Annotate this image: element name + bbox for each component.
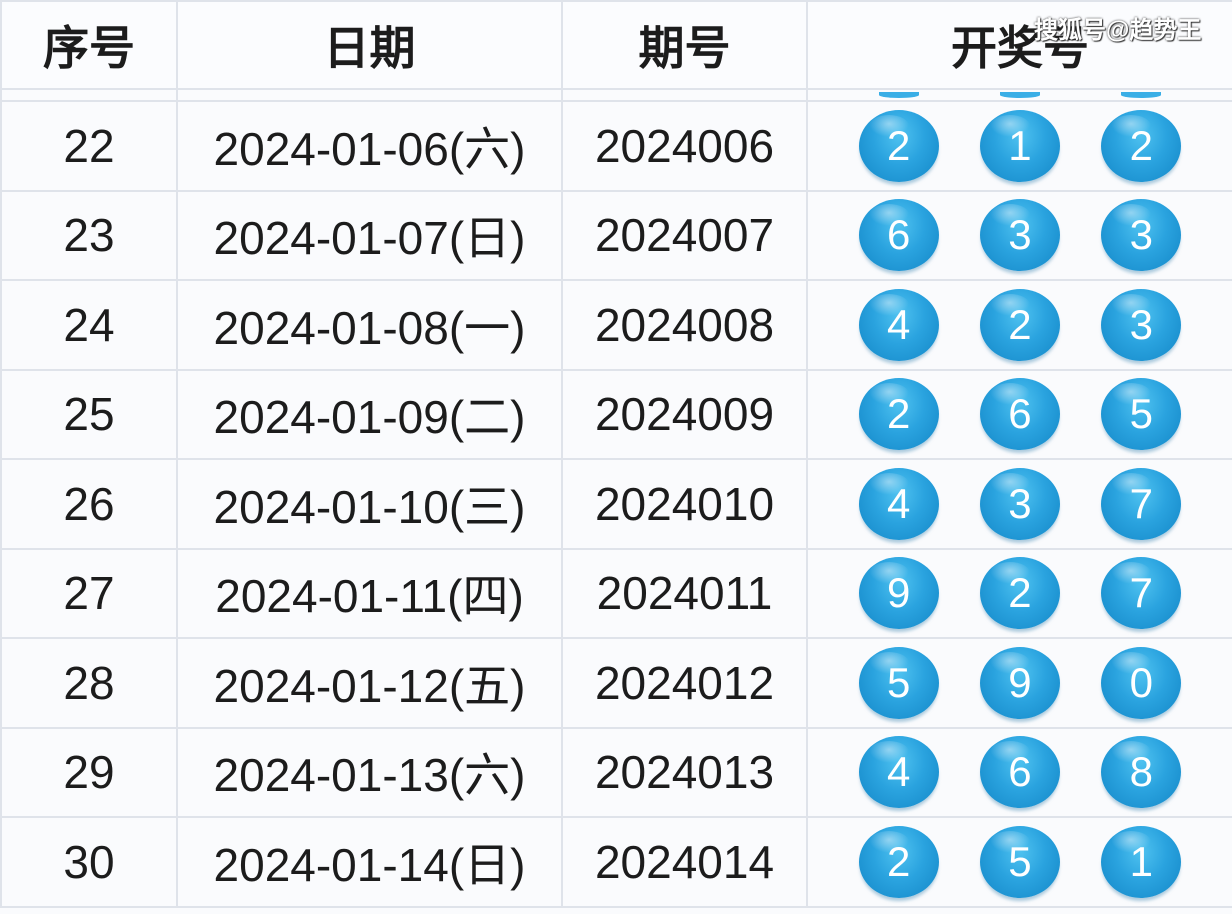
- number-ball: 6: [979, 736, 1060, 809]
- issue-cell: 2024010: [561, 458, 808, 550]
- number-ball: 4: [858, 736, 939, 809]
- number-ball: 3: [1101, 199, 1182, 272]
- ball-partial: [1121, 92, 1162, 98]
- seq-cell: 27: [0, 547, 178, 639]
- watermark: 搜狐号@趋势王: [1034, 17, 1202, 44]
- number-ball: 5: [858, 646, 939, 719]
- date-cell: 2024-01-14(日): [176, 816, 563, 908]
- number-ball: 2: [979, 557, 1060, 630]
- header-date: 日期: [176, 0, 563, 90]
- number-ball: 7: [1101, 467, 1182, 540]
- date-cell: 2024-01-08(一): [176, 279, 563, 371]
- seq-cell: 28: [0, 637, 178, 729]
- number-ball: 2: [858, 109, 939, 182]
- number-ball: 1: [1101, 825, 1182, 898]
- issue-cell: 2024013: [561, 726, 808, 818]
- number-ball: 4: [858, 467, 939, 540]
- seq-cell: 23: [0, 189, 178, 281]
- number-ball: 3: [1101, 288, 1182, 361]
- number-ball: 6: [979, 378, 1060, 451]
- issue-cell: 2024007: [561, 189, 808, 281]
- issue-cell: 2024008: [561, 279, 808, 371]
- number-ball: 7: [1101, 557, 1182, 630]
- date-cell: 2024-01-11(四): [176, 547, 563, 639]
- number-ball: 0: [1101, 646, 1182, 719]
- seq-cell: 26: [0, 458, 178, 550]
- issue-cell: 2024014: [561, 816, 808, 908]
- date-cell: 2024-01-13(六): [176, 726, 563, 818]
- issue-cell: 2024006: [561, 100, 808, 192]
- number-ball: 3: [979, 467, 1060, 540]
- date-cell: 2024-01-09(二): [176, 368, 563, 460]
- header-row: 序号 日期 期号 开奖号: [0, 0, 1232, 90]
- number-ball: 2: [858, 825, 939, 898]
- number-ball: 6: [858, 199, 939, 272]
- number-ball: 2: [979, 288, 1060, 361]
- seq-cell: 22: [0, 100, 178, 192]
- ball-partial: [999, 92, 1040, 98]
- header-issue: 期号: [561, 0, 808, 90]
- seq-cell: 29: [0, 726, 178, 818]
- partial-row: [0, 88, 1232, 102]
- number-ball: 1: [979, 109, 1060, 182]
- issue-cell: 2024012: [561, 637, 808, 729]
- date-cell: 2024-01-07(日): [176, 189, 563, 281]
- date-cell: 2024-01-12(五): [176, 637, 563, 729]
- number-ball: 5: [1101, 378, 1182, 451]
- date-cell: 2024-01-06(六): [176, 100, 563, 192]
- date-cell: 2024-01-10(三): [176, 458, 563, 550]
- header-numbers: 开奖号: [806, 0, 1232, 90]
- number-ball: 3: [979, 199, 1060, 272]
- header-seq: 序号: [0, 0, 178, 90]
- issue-cell: 2024009: [561, 368, 808, 460]
- number-ball: 9: [858, 557, 939, 630]
- number-ball: 4: [858, 288, 939, 361]
- number-ball: 8: [1101, 736, 1182, 809]
- seq-cell: 24: [0, 279, 178, 371]
- issue-cell: 2024011: [561, 547, 808, 639]
- number-ball: 2: [1101, 109, 1182, 182]
- seq-cell: 30: [0, 816, 178, 908]
- number-ball: 5: [979, 825, 1060, 898]
- ball-partial: [878, 92, 919, 98]
- number-ball: 9: [979, 646, 1060, 719]
- number-ball: 2: [858, 378, 939, 451]
- seq-cell: 25: [0, 368, 178, 460]
